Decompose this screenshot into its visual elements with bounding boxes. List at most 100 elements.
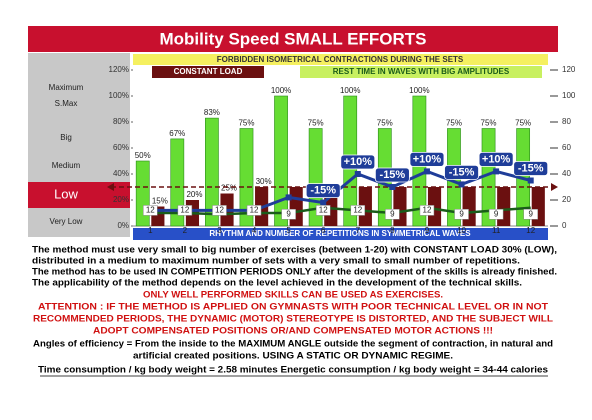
x-tick-label: 10 bbox=[457, 226, 466, 235]
change-box bbox=[478, 151, 514, 167]
bar bbox=[393, 187, 407, 226]
bar bbox=[205, 117, 219, 227]
bar bbox=[427, 187, 442, 226]
value-label: 67% bbox=[169, 129, 185, 138]
marker bbox=[423, 168, 430, 175]
level-label: Medium bbox=[52, 161, 81, 170]
note: artificial created positions. USING A ST… bbox=[133, 350, 453, 360]
y-tick-label: 120% bbox=[109, 65, 129, 74]
value-label: 25% bbox=[221, 184, 237, 193]
x-tick-label: 3 bbox=[217, 226, 222, 235]
marker bbox=[320, 199, 327, 206]
banner bbox=[133, 228, 548, 240]
value-label: 30% bbox=[256, 177, 272, 186]
banner bbox=[133, 54, 548, 65]
banner bbox=[300, 66, 542, 78]
value-label: 20% bbox=[186, 190, 202, 199]
x-tick-label: 1 bbox=[148, 226, 153, 235]
rep-label: 9 bbox=[390, 209, 395, 218]
change-box bbox=[513, 161, 549, 176]
rep-label: 12 bbox=[146, 206, 155, 215]
banner bbox=[152, 66, 264, 78]
y2-tick-label: 120 bbox=[562, 65, 576, 74]
x-tick-label: 2 bbox=[183, 226, 188, 235]
bar bbox=[135, 160, 150, 227]
note: The applicability of the method depends … bbox=[32, 277, 522, 287]
y-tick-label: 100% bbox=[109, 91, 129, 100]
note: ADOPT COMPENSATED POSITIONS OR/AND COMPE… bbox=[93, 325, 493, 335]
value-label: 75% bbox=[308, 119, 324, 128]
bar bbox=[289, 187, 303, 226]
rep-box bbox=[315, 205, 331, 216]
change-box bbox=[444, 164, 479, 180]
y2-tick-label: 0 bbox=[562, 221, 567, 230]
rep-label: 12 bbox=[319, 206, 328, 215]
x-tick-label: 7 bbox=[356, 226, 361, 235]
y2-tick-label: 20 bbox=[562, 195, 571, 204]
banner-text: CONSTANT LOAD bbox=[174, 67, 243, 76]
change-label: -15% bbox=[449, 166, 475, 178]
note: ONLY WELL PERFORMED SKILLS CAN BE USED A… bbox=[143, 289, 443, 299]
note: RECOMMENDED PERIODS, THE DYNAMIC (MOTOR)… bbox=[33, 313, 554, 323]
change-label: -15% bbox=[310, 185, 336, 197]
rep-box bbox=[523, 209, 538, 220]
level-label: Very Low bbox=[50, 217, 83, 226]
bar bbox=[274, 95, 288, 227]
value-label: 15% bbox=[152, 197, 168, 206]
rep-label: 9 bbox=[459, 209, 464, 218]
rep-box bbox=[281, 209, 296, 220]
note: distributed in a medium to maximum numbe… bbox=[32, 255, 520, 265]
rep-box bbox=[454, 209, 469, 220]
change-box bbox=[409, 151, 445, 167]
y2-tick-label: 80 bbox=[562, 117, 571, 126]
rep-label: 12 bbox=[180, 206, 189, 215]
bar bbox=[497, 187, 511, 226]
change-box bbox=[374, 167, 410, 183]
title: Mobility Speed SMALL EFFORTS bbox=[160, 29, 427, 48]
y2-tick-label: 40 bbox=[562, 169, 571, 178]
x-tick-label: 11 bbox=[492, 226, 501, 235]
rep-label: 9 bbox=[528, 209, 533, 218]
y-tick-label: 0% bbox=[117, 221, 129, 230]
title-bar bbox=[28, 26, 558, 52]
rep-box bbox=[488, 209, 504, 220]
change-box bbox=[305, 183, 341, 199]
bar bbox=[531, 187, 545, 226]
rep-label: 9 bbox=[286, 209, 291, 218]
rep-box bbox=[177, 205, 193, 216]
marker bbox=[527, 177, 534, 184]
change-label: +10% bbox=[344, 156, 373, 168]
rep-label: 12 bbox=[215, 206, 224, 215]
x-tick-label: 9 bbox=[425, 226, 430, 235]
note: The method has to be used IN COMPETITION… bbox=[32, 266, 557, 276]
banner-text: REST TIME IN WAVES WITH BIG AMPLITUDES bbox=[333, 67, 510, 76]
notes: The method must use very small to big nu… bbox=[32, 244, 557, 377]
marker bbox=[389, 184, 396, 190]
value-label: 100% bbox=[409, 86, 429, 95]
x-tick-label: 12 bbox=[526, 226, 535, 235]
x-tick-label: 8 bbox=[390, 226, 395, 235]
marker bbox=[493, 168, 500, 175]
marker bbox=[354, 171, 361, 177]
change-label: +10% bbox=[482, 153, 511, 165]
note: Angles of efficiency = From the inside t… bbox=[33, 338, 553, 348]
level-label: Low bbox=[54, 186, 78, 201]
y-tick-label: 20% bbox=[113, 195, 129, 204]
value-label: 75% bbox=[377, 119, 393, 128]
value-label: 50% bbox=[135, 151, 151, 160]
y-tick-label: 60% bbox=[113, 143, 129, 152]
y-tick-label: 80% bbox=[113, 117, 129, 126]
rep-box bbox=[143, 205, 158, 216]
arrow bbox=[107, 183, 114, 191]
banner-text: FORBIDDEN ISOMETRICAL CONTRACTIONS DURIN… bbox=[217, 55, 464, 64]
bar bbox=[358, 187, 372, 226]
rep-label: 12 bbox=[423, 206, 432, 215]
value-label: 100% bbox=[271, 86, 291, 95]
rep-label: 12 bbox=[250, 206, 259, 215]
note: The method must use very small to big nu… bbox=[32, 244, 557, 254]
x-tick-label: 6 bbox=[321, 226, 326, 235]
bar bbox=[239, 128, 254, 227]
rep-label: 12 bbox=[353, 206, 362, 215]
rep-box bbox=[385, 209, 400, 220]
